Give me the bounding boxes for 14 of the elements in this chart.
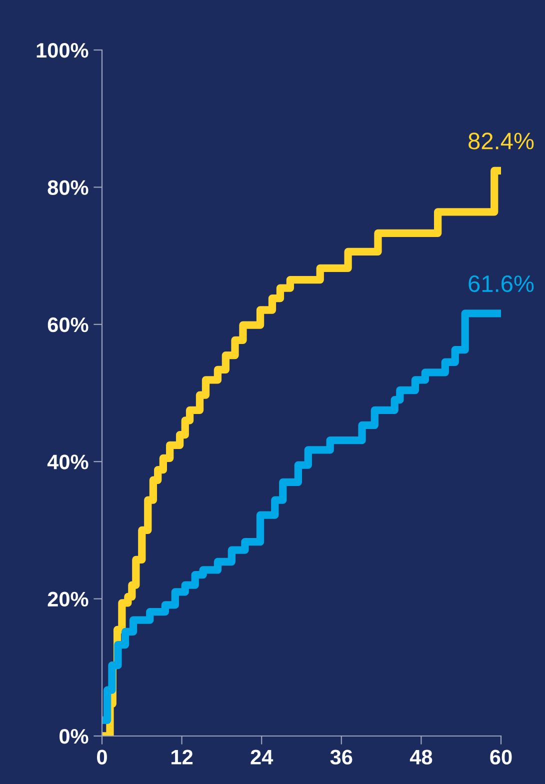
annotation: 82.4% — [468, 132, 534, 150]
y-tick-label: 60% — [48, 317, 88, 332]
annotation: 61.6% — [468, 275, 534, 292]
y-tick-label: 20% — [48, 592, 88, 607]
y-tick-label: 100% — [36, 43, 88, 58]
x-tick-label: 0 — [97, 750, 107, 764]
x-tick-label: 60 — [490, 750, 512, 764]
y-tick-label: 40% — [47, 454, 88, 470]
y-tick-label: 0% — [60, 729, 88, 744]
x-tick-label: 24 — [250, 750, 274, 764]
x-tick-label: 36 — [330, 750, 352, 765]
x-tick-label: 48 — [410, 750, 432, 764]
x-tick-label: 12 — [172, 750, 193, 764]
y-tick-label: 80% — [48, 180, 88, 195]
